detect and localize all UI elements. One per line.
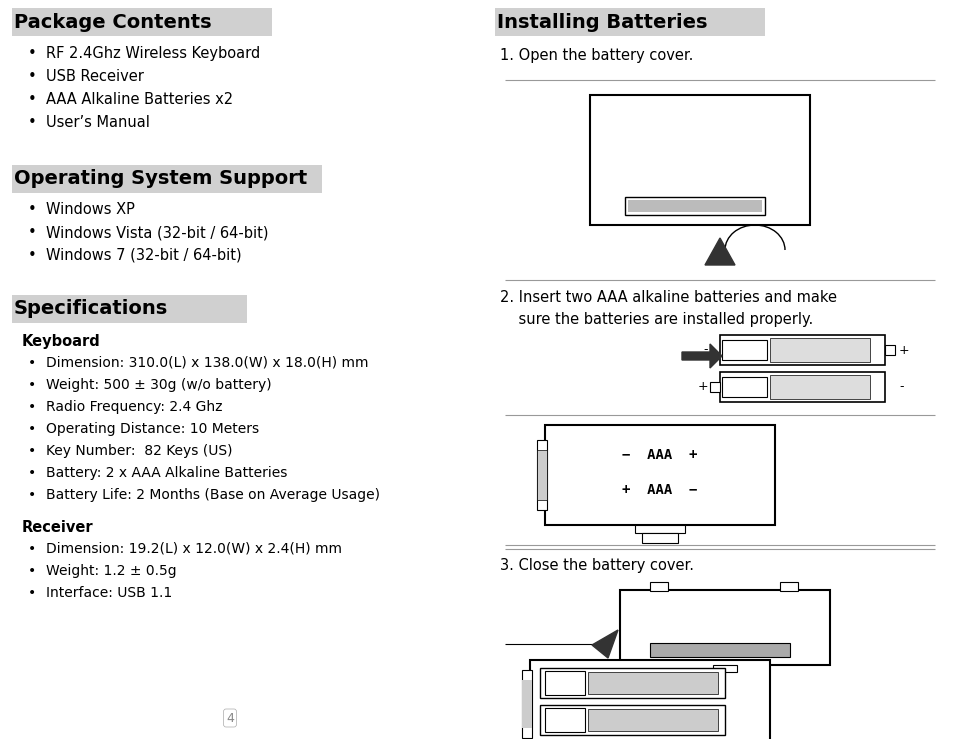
Text: 5: 5: [710, 712, 719, 724]
Bar: [12, 8, 272, 36]
Text: Dimension: 310.0(L) x 138.0(W) x 18.0(H) mm: Dimension: 310.0(L) x 138.0(W) x 18.0(H)…: [46, 356, 368, 370]
Bar: [649, 643, 789, 657]
Bar: [521, 680, 532, 728]
Bar: [587, 672, 718, 694]
Bar: [495, 8, 764, 36]
Text: Operating Distance: 10 Meters: Operating Distance: 10 Meters: [46, 422, 259, 436]
Text: Radio Frequency: 2.4 Ghz: Radio Frequency: 2.4 Ghz: [46, 400, 222, 414]
Bar: [649, 582, 667, 591]
Text: -: -: [702, 344, 707, 356]
Text: RF 2.4Ghz Wireless Keyboard: RF 2.4Ghz Wireless Keyboard: [46, 46, 260, 61]
Text: sure the batteries are installed properly.: sure the batteries are installed properl…: [499, 312, 812, 327]
Text: +: +: [697, 381, 707, 393]
Text: •: •: [28, 422, 36, 436]
Bar: [12, 295, 247, 323]
Bar: [521, 670, 532, 738]
Text: •: •: [28, 356, 36, 370]
Bar: [884, 345, 894, 355]
Bar: [587, 709, 718, 731]
Bar: [537, 450, 546, 500]
Text: Keyboard: Keyboard: [22, 334, 101, 349]
Bar: [537, 440, 546, 510]
Bar: [720, 335, 884, 365]
Polygon shape: [592, 630, 618, 658]
Text: −  AAA  +: − AAA +: [621, 448, 697, 462]
Bar: [712, 665, 737, 672]
Bar: [539, 705, 724, 735]
Text: •: •: [28, 586, 36, 600]
Polygon shape: [704, 238, 734, 265]
Text: Key Number:  82 Keys (US): Key Number: 82 Keys (US): [46, 444, 233, 458]
Text: •: •: [28, 69, 36, 84]
Bar: [619, 590, 829, 665]
Text: Interface: USB 1.1: Interface: USB 1.1: [46, 586, 172, 600]
Text: Specifications: Specifications: [14, 299, 168, 319]
Text: Dimension: 19.2(L) x 12.0(W) x 2.4(H) mm: Dimension: 19.2(L) x 12.0(W) x 2.4(H) mm: [46, 542, 341, 556]
Text: USB Receiver: USB Receiver: [46, 69, 144, 84]
Text: •: •: [28, 46, 36, 61]
Text: •: •: [28, 564, 36, 578]
Text: +: +: [898, 344, 908, 356]
Bar: [627, 200, 761, 212]
Text: -: -: [898, 381, 902, 393]
Text: +  AAA  −: + AAA −: [621, 483, 697, 497]
Text: Receiver: Receiver: [22, 520, 93, 535]
Bar: [769, 338, 869, 362]
Text: •: •: [28, 248, 36, 263]
Bar: [721, 340, 766, 360]
Bar: [539, 668, 724, 698]
Text: AAA Alkaline Batteries x2: AAA Alkaline Batteries x2: [46, 92, 233, 107]
Bar: [769, 375, 869, 399]
Text: •: •: [28, 400, 36, 414]
Bar: [624, 197, 764, 215]
Bar: [635, 525, 684, 533]
Text: Package Contents: Package Contents: [14, 13, 212, 32]
Bar: [12, 165, 322, 193]
Text: Windows 7 (32-bit / 64-bit): Windows 7 (32-bit / 64-bit): [46, 248, 241, 263]
Text: •: •: [28, 542, 36, 556]
Bar: [721, 377, 766, 397]
Text: Weight: 500 ± 30g (w/o battery): Weight: 500 ± 30g (w/o battery): [46, 378, 272, 392]
Polygon shape: [681, 344, 721, 368]
Text: •: •: [28, 115, 36, 130]
Text: •: •: [28, 466, 36, 480]
Bar: [544, 425, 774, 525]
Text: •: •: [28, 225, 36, 240]
Text: •: •: [28, 92, 36, 107]
Bar: [589, 95, 809, 225]
Text: Battery Life: 2 Months (Base on Average Usage): Battery Life: 2 Months (Base on Average …: [46, 488, 379, 502]
Bar: [544, 708, 584, 732]
Text: 2. Insert two AAA alkaline batteries and make: 2. Insert two AAA alkaline batteries and…: [499, 290, 836, 305]
Text: Installing Batteries: Installing Batteries: [497, 13, 707, 32]
Text: 4: 4: [226, 712, 233, 724]
Text: Operating System Support: Operating System Support: [14, 169, 307, 188]
Text: •: •: [28, 202, 36, 217]
Text: Battery: 2 x AAA Alkaline Batteries: Battery: 2 x AAA Alkaline Batteries: [46, 466, 287, 480]
Text: •: •: [28, 444, 36, 458]
Bar: [544, 671, 584, 695]
Bar: [720, 372, 884, 402]
Text: •: •: [28, 378, 36, 392]
Bar: [709, 382, 720, 392]
Text: 1. Open the battery cover.: 1. Open the battery cover.: [499, 48, 693, 63]
Bar: [641, 533, 678, 543]
Text: 3. Close the battery cover.: 3. Close the battery cover.: [499, 558, 693, 573]
Text: Weight: 1.2 ± 0.5g: Weight: 1.2 ± 0.5g: [46, 564, 176, 578]
Text: •: •: [28, 488, 36, 502]
Text: Windows Vista (32-bit / 64-bit): Windows Vista (32-bit / 64-bit): [46, 225, 268, 240]
Bar: [780, 582, 797, 591]
Bar: [530, 660, 769, 739]
Text: User’s Manual: User’s Manual: [46, 115, 150, 130]
Text: Windows XP: Windows XP: [46, 202, 134, 217]
